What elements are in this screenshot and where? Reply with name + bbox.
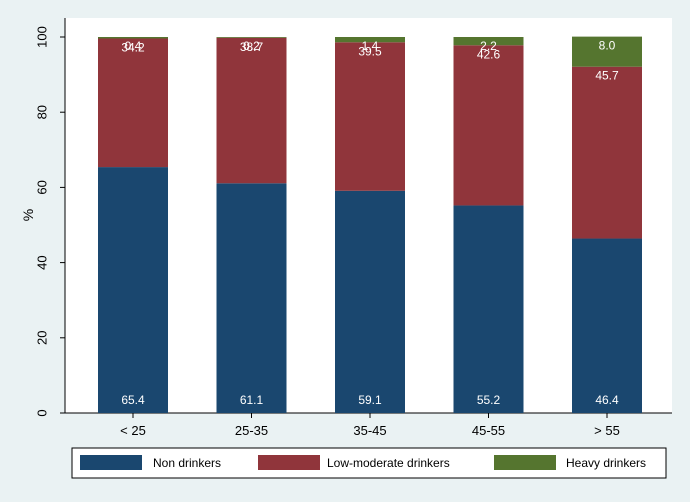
legend-swatch xyxy=(80,455,142,470)
x-axis-ticks: < 25 25-35 35-45 45-55 > 55 xyxy=(120,413,620,438)
bar-group: 59.1 39.51.4 xyxy=(335,37,405,413)
legend: Non drinkers Low-moderate drinkers Heavy d… xyxy=(80,455,646,470)
data-label: 0.2 xyxy=(243,39,260,53)
bar-segment xyxy=(216,37,287,184)
y-tick-label: 0 xyxy=(34,409,49,416)
legend-item: Low-moderate drinkers xyxy=(258,455,450,470)
bar-groups: 65.4 34.20.4 61.1 38.70.2 59.1 39.51.4 55.2 42.… xyxy=(98,36,642,413)
x-tick-label: 25-35 xyxy=(235,423,268,438)
data-label: 46.4 xyxy=(595,393,619,407)
bar-segment xyxy=(216,37,287,38)
data-label: 61.1 xyxy=(240,393,264,407)
data-label: 65.4 xyxy=(121,393,145,407)
bar-segment xyxy=(98,167,168,413)
data-label: 0.4 xyxy=(125,39,142,53)
data-label: 45.7 xyxy=(595,69,619,83)
x-tick-label: < 25 xyxy=(120,423,146,438)
legend-label: Heavy drinkers xyxy=(566,456,646,470)
bar-group: 55.2 42.62.2 xyxy=(453,37,524,413)
bar-segment xyxy=(216,183,287,413)
x-tick-label: > 55 xyxy=(594,423,620,438)
bar-segment xyxy=(98,38,168,168)
bar-segment xyxy=(572,238,642,413)
data-label: 42.6 xyxy=(477,47,501,61)
data-label: 38.7 xyxy=(240,40,264,54)
y-tick-label: 20 xyxy=(34,331,49,345)
bar-segment xyxy=(98,37,168,39)
bar-segment xyxy=(335,190,405,413)
data-label: 1.4 xyxy=(362,39,379,53)
legend-item: Non drinkers xyxy=(80,455,221,470)
data-label: 34.2 xyxy=(121,41,145,55)
legend-box xyxy=(71,447,667,479)
legend-label: Low-moderate drinkers xyxy=(327,456,450,470)
legend-swatch xyxy=(258,455,320,470)
bar-group: 46.4 45.7 8.0 xyxy=(572,36,642,413)
data-label: 8.0 xyxy=(599,39,616,53)
y-axis-title: % xyxy=(20,209,36,221)
x-tick-label: 45-55 xyxy=(472,423,505,438)
bar-group: 65.4 34.20.4 xyxy=(98,37,168,413)
bar-segment xyxy=(453,45,524,206)
data-label: 2.2 xyxy=(480,39,497,53)
bar-segment xyxy=(335,37,405,43)
bar-segment xyxy=(453,37,524,46)
bar-segment xyxy=(453,205,524,413)
legend-item: Heavy drinkers xyxy=(494,455,646,470)
y-tick-label: 60 xyxy=(34,180,49,194)
legend-label: Non drinkers xyxy=(153,456,221,470)
data-label: 39.5 xyxy=(358,44,382,58)
bar-group: 61.1 38.70.2 xyxy=(216,37,287,413)
y-tick-label: 80 xyxy=(34,105,49,119)
data-label: 55.2 xyxy=(477,393,501,407)
y-axis-ticks: 0 20 40 60 80 100 xyxy=(34,26,65,417)
bar-segment xyxy=(335,42,405,191)
data-label: 59.1 xyxy=(358,393,382,407)
x-tick-label: 35-45 xyxy=(353,423,386,438)
bar-segment xyxy=(572,66,642,239)
bar-segment xyxy=(572,36,642,67)
legend-swatch xyxy=(494,455,556,470)
y-tick-label: 100 xyxy=(34,26,49,48)
y-tick-label: 40 xyxy=(34,255,49,269)
